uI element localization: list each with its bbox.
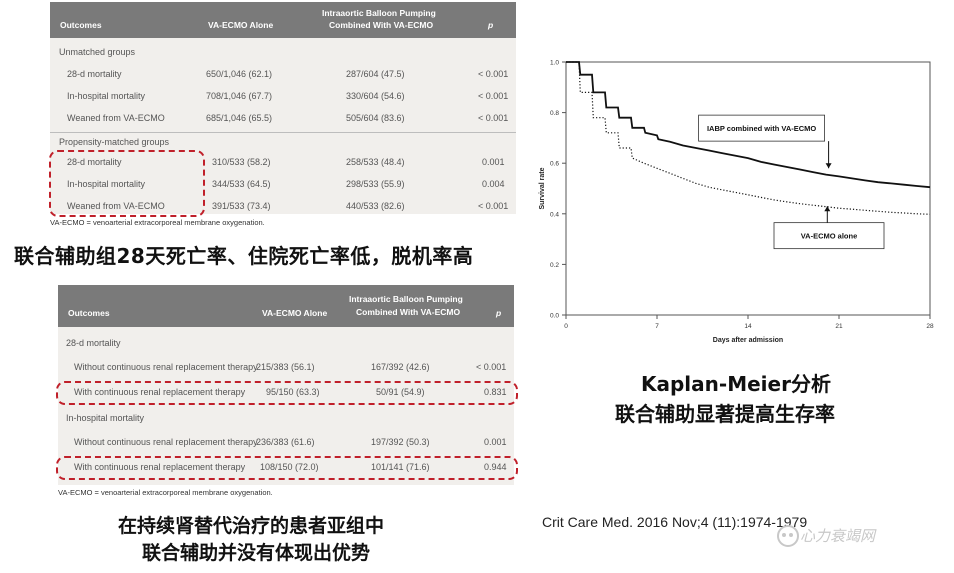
table-row: With continuous renal replacement therap… (74, 387, 507, 397)
table-header: Outcomes VA-ECMO Alone Intraaortic Ballo… (50, 2, 516, 38)
header-iabp-line1: Intraaortic Balloon Pumping (322, 8, 436, 18)
header-iabp-line1: Intraaortic Balloon Pumping (349, 294, 463, 304)
table-crrt-subgroup: Outcomes VA-ECMO Alone Intraaortic Ballo… (58, 285, 514, 485)
x-tick-label: 21 (835, 323, 843, 330)
table-row: Weaned from VA-ECMO 685/1,046 (65.5) 505… (67, 113, 509, 123)
header-va-ecmo: VA-ECMO Alone (262, 308, 328, 318)
header-iabp-line2: Combined With VA-ECMO (329, 20, 434, 30)
x-tick-label: 14 (744, 323, 752, 330)
table2-footnote: VA-ECMO = venoarterial extracorporeal me… (58, 488, 273, 497)
annotation-label-iabp: IABP combined with VA-ECMO (707, 124, 816, 133)
annotation-box-iabp (698, 114, 826, 142)
section-title: 28-d mortality (66, 338, 121, 348)
x-tick-label: 7 (655, 323, 659, 330)
series-line-va-ecmo-alone (566, 61, 931, 215)
table-row: With continuous renal replacement therap… (74, 462, 507, 472)
caption-table2-line2: 联合辅助并没有体现出优势 (142, 542, 371, 564)
x-tick-label: 28 (926, 323, 934, 330)
table-row: In-hospital mortality 708/1,046 (67.7) 3… (67, 91, 509, 101)
header-p: p (488, 20, 494, 30)
caption-km-line1: Kaplan-Meier分析 (641, 372, 831, 396)
table-row: Without continuous renal replacement the… (74, 437, 507, 447)
y-tick-label: 0.2 (550, 262, 559, 269)
table-header: Outcomes VA-ECMO Alone Intraaortic Ballo… (58, 285, 514, 327)
y-tick-label: 0.0 (550, 313, 559, 320)
table-row: 28-d mortality 650/1,046 (62.1) 287/604 … (67, 69, 509, 79)
header-outcomes: Outcomes (60, 20, 102, 30)
header-outcomes: Outcomes (68, 308, 110, 318)
caption-table1: 联合辅助组28天死亡率、住院死亡率低，脱机率高 (14, 244, 474, 268)
y-tick-label: 0.4 (550, 211, 559, 218)
plot-frame (565, 61, 931, 316)
table-row: Without continuous renal replacement the… (74, 362, 507, 372)
section-divider (50, 132, 516, 133)
highlight-box-matched (49, 150, 205, 217)
kaplan-meier-chart: 0.0 0.2 0.4 0.6 0.8 1.0 0 7 14 21 28 Days after adm… (539, 60, 934, 345)
table-row: Weaned from VA-ECMO 391/533 (73.4) 440/5… (67, 201, 509, 211)
watermark-logo-icon (777, 525, 799, 547)
section-title: Propensity-matched groups (59, 137, 170, 147)
arrowhead-va-ecmo (824, 206, 831, 212)
caption-table2-line1: 在持续肾替代治疗的患者亚组中 (118, 515, 385, 537)
y-axis-label: Survival rate (539, 167, 546, 209)
x-axis-label: Days after admission (713, 337, 783, 344)
header-iabp-line2: Combined With VA-ECMO (356, 307, 461, 317)
header-va-ecmo: VA-ECMO Alone (208, 20, 274, 30)
table-row: 28-d mortality 310/533 (58.2) 258/533 (4… (67, 157, 505, 167)
caption-km-line2: 联合辅助显著提高生存率 (615, 402, 835, 426)
y-tick-label: 0.6 (550, 161, 559, 168)
x-tick-label: 0 (564, 323, 568, 330)
table-unmatched-propensity: Outcomes VA-ECMO Alone Intraaortic Ballo… (50, 2, 516, 214)
y-tick-label: 0.8 (550, 110, 559, 117)
table-row: In-hospital mortality 344/533 (64.5) 298… (67, 179, 505, 189)
citation: Crit Care Med. 2016 Nov;4 (11):1974-1979 (542, 514, 808, 530)
header-p: p (496, 308, 502, 318)
highlight-box-crrt-28d (56, 381, 518, 405)
section-title: Unmatched groups (59, 47, 136, 57)
watermark-text: 心力衰竭网 (800, 527, 876, 545)
y-tick-label: 1.0 (550, 60, 559, 67)
annotation-box-va-ecmo (773, 222, 885, 250)
section-title: In-hospital mortality (66, 413, 145, 423)
annotation-label-va-ecmo: VA-ECMO alone (801, 232, 858, 241)
series-line-iabp-va-ecmo (566, 61, 931, 189)
table1-footnote: VA-ECMO = venoarterial extracorporeal me… (50, 218, 265, 227)
arrowhead-iabp (825, 163, 832, 169)
highlight-box-crrt-inhospital (56, 456, 518, 480)
